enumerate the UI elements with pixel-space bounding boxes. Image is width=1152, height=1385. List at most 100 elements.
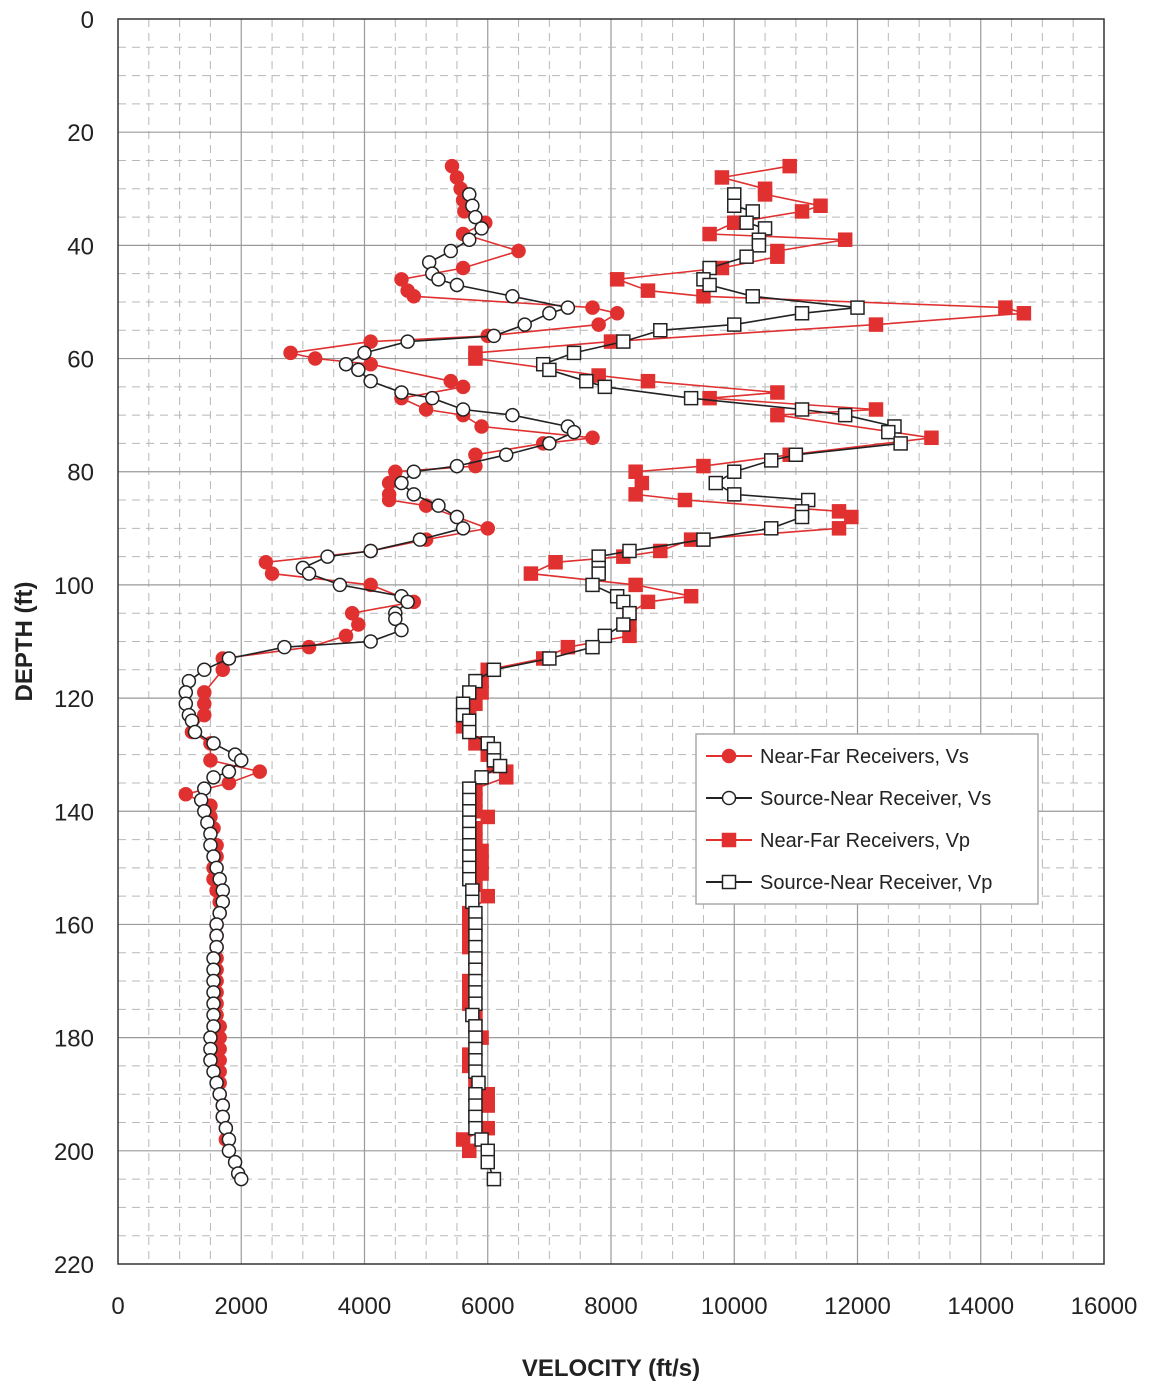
- data-point: [344, 605, 360, 621]
- data-point: [455, 402, 471, 417]
- data-point: [455, 379, 471, 395]
- data-point: [406, 487, 422, 502]
- data-point: [844, 509, 859, 525]
- data-point: [431, 272, 446, 287]
- data-point: [221, 651, 237, 666]
- y-tick-label: 80: [67, 460, 94, 487]
- data-point: [363, 373, 378, 389]
- data-point: [763, 453, 779, 468]
- x-tick-label: 14000: [947, 1293, 1014, 1320]
- data-point: [381, 492, 397, 508]
- legend-item: Source-Near Receiver, Vs: [706, 788, 991, 810]
- x-tick-label: 4000: [338, 1293, 391, 1320]
- data-point: [394, 475, 409, 491]
- data-point: [868, 402, 884, 417]
- data-point: [203, 753, 218, 768]
- data-point: [585, 639, 600, 655]
- data-point: [770, 407, 785, 423]
- data-point: [683, 390, 699, 406]
- data-point: [881, 424, 896, 440]
- series-3: [455, 187, 908, 1187]
- data-point: [591, 317, 606, 332]
- data-point: [782, 158, 797, 174]
- data-point: [616, 617, 631, 632]
- data-point: [721, 874, 737, 890]
- data-point: [455, 260, 471, 276]
- data-point: [462, 1143, 477, 1159]
- data-point: [363, 577, 378, 593]
- data-point: [702, 277, 717, 293]
- data-point: [394, 385, 409, 400]
- y-tick-label: 220: [54, 1252, 94, 1279]
- data-point: [702, 226, 717, 242]
- data-point: [474, 419, 489, 434]
- data-point: [351, 617, 366, 632]
- data-point: [206, 770, 221, 785]
- data-point: [412, 532, 428, 547]
- data-point: [474, 221, 489, 236]
- data-point: [597, 379, 613, 395]
- data-point: [406, 289, 422, 304]
- data-point: [609, 272, 625, 287]
- data-point: [585, 300, 600, 315]
- y-tick-label: 40: [67, 233, 94, 260]
- data-point: [721, 832, 737, 848]
- data-point: [197, 662, 212, 678]
- data-point: [714, 170, 730, 185]
- data-point: [739, 249, 754, 264]
- data-point: [197, 707, 212, 723]
- data-point: [751, 238, 767, 253]
- data-point: [721, 748, 737, 764]
- data-point: [831, 521, 847, 536]
- legend-item: Near-Far Receivers, Vp: [706, 830, 970, 852]
- data-point: [277, 639, 292, 655]
- data-point: [307, 351, 323, 366]
- y-axis-title: DEPTH (ft): [11, 582, 38, 702]
- data-point: [696, 532, 711, 547]
- data-point: [363, 543, 378, 559]
- data-point: [206, 736, 221, 751]
- data-point: [486, 1171, 502, 1187]
- data-point: [357, 345, 372, 361]
- data-point: [868, 317, 884, 332]
- data-point: [794, 509, 810, 525]
- data-point: [770, 249, 785, 264]
- data-point: [523, 566, 539, 581]
- data-point: [653, 543, 668, 559]
- data-point: [727, 215, 742, 230]
- x-tick-label: 12000: [824, 1293, 891, 1320]
- data-point: [338, 628, 354, 644]
- data-point: [640, 594, 656, 610]
- y-tick-label: 160: [54, 912, 94, 939]
- data-point: [418, 498, 434, 513]
- data-point: [187, 724, 203, 740]
- y-tick-label: 120: [54, 686, 94, 713]
- data-point: [677, 492, 693, 508]
- data-point: [683, 588, 699, 604]
- data-point: [616, 334, 631, 349]
- data-point: [727, 317, 742, 332]
- legend: Near-Far Receivers, Vs Source-Near Receiv…: [695, 733, 1039, 905]
- data-point: [683, 532, 699, 547]
- legend-item: Source-Near Receiver, Vp: [706, 872, 992, 894]
- data-point: [474, 770, 489, 785]
- y-tick-label: 20: [67, 120, 94, 147]
- data-point: [770, 385, 785, 400]
- legend-label: Near-Far Receivers, Vs: [760, 746, 969, 768]
- data-point: [702, 390, 717, 406]
- legend-label: Source-Near Receiver, Vp: [760, 872, 992, 894]
- grid: [118, 19, 1104, 1264]
- data-point: [301, 639, 317, 655]
- data-point: [221, 764, 237, 779]
- legend-box: [695, 733, 1039, 905]
- data-point: [462, 724, 477, 740]
- data-point: [283, 345, 298, 361]
- legend-label: Source-Near Receiver, Vs: [760, 788, 991, 810]
- data-point: [320, 549, 335, 564]
- data-point: [443, 243, 459, 259]
- data-point: [757, 187, 773, 202]
- series-1: [178, 187, 582, 1187]
- data-point: [628, 487, 643, 502]
- y-tick-label: 180: [54, 1026, 94, 1053]
